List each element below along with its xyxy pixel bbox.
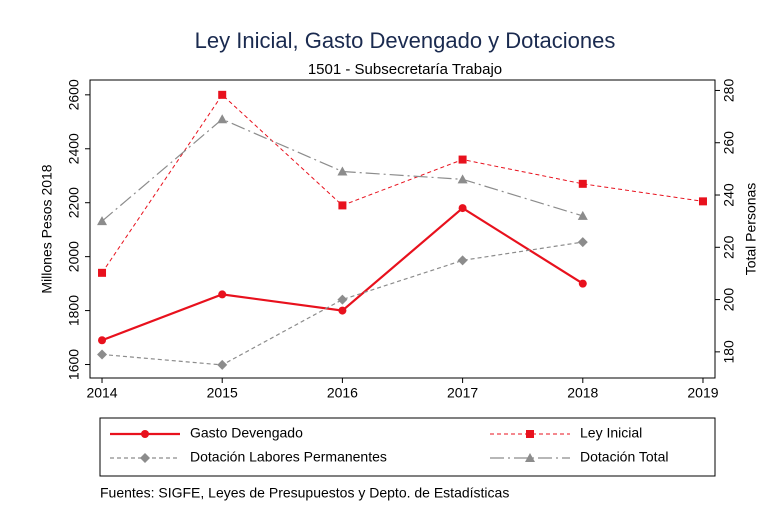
legend-marker bbox=[140, 453, 150, 463]
point bbox=[458, 204, 467, 213]
legend-marker bbox=[141, 430, 149, 438]
point bbox=[217, 114, 228, 124]
point bbox=[458, 155, 467, 164]
point bbox=[98, 268, 107, 277]
series-line bbox=[101, 94, 704, 274]
legend-box bbox=[99, 417, 716, 477]
legend-label: Dotación Total bbox=[580, 449, 668, 465]
y-tick-label: 2200 bbox=[66, 187, 82, 218]
x-tick-label: 2019 bbox=[687, 385, 718, 401]
point bbox=[337, 166, 348, 176]
point bbox=[577, 237, 588, 248]
y2-axis-label: Total Personas bbox=[743, 183, 759, 276]
chart-title: Ley Inicial, Gasto Devengado y Dotacione… bbox=[195, 28, 616, 53]
y2-tick-label: 240 bbox=[721, 183, 737, 207]
point bbox=[577, 210, 588, 220]
point bbox=[457, 174, 468, 184]
y2-tick-label: 200 bbox=[721, 288, 737, 312]
point bbox=[218, 290, 227, 299]
y-axis-label: Millones Pesos 2018 bbox=[39, 164, 55, 293]
point bbox=[98, 336, 107, 345]
legend-marker bbox=[526, 430, 534, 438]
point bbox=[698, 197, 707, 206]
legend-label: Dotación Labores Permanentes bbox=[190, 449, 387, 465]
point bbox=[578, 279, 587, 288]
y2-tick-label: 260 bbox=[721, 131, 737, 155]
y-tick-label: 2600 bbox=[66, 79, 82, 110]
point bbox=[218, 90, 227, 99]
point bbox=[338, 306, 347, 315]
x-tick-label: 2014 bbox=[86, 385, 117, 401]
point bbox=[337, 294, 348, 305]
chart-subtitle: 1501 - Subsecretaría Trabajo bbox=[308, 61, 502, 78]
legend-marker bbox=[525, 453, 535, 462]
point bbox=[217, 359, 228, 370]
point bbox=[338, 201, 347, 210]
y-tick-label: 1600 bbox=[66, 349, 82, 380]
y2-tick-label: 280 bbox=[721, 79, 737, 103]
plot-frame bbox=[89, 79, 716, 379]
point bbox=[97, 216, 108, 226]
x-tick-label: 2018 bbox=[567, 385, 598, 401]
y-tick-label: 2400 bbox=[66, 133, 82, 164]
y-tick-label: 2000 bbox=[66, 241, 82, 272]
series-line bbox=[101, 206, 584, 342]
x-tick-label: 2015 bbox=[207, 385, 238, 401]
legend-label: Gasto Devengado bbox=[190, 425, 303, 441]
y2-tick-label: 220 bbox=[721, 235, 737, 259]
y2-tick-label: 180 bbox=[721, 340, 737, 364]
x-tick-label: 2016 bbox=[327, 385, 358, 401]
x-tick-label: 2017 bbox=[447, 385, 478, 401]
legend-label: Ley Inicial bbox=[580, 425, 642, 441]
point bbox=[578, 179, 587, 188]
source-note: Fuentes: SIGFE, Leyes de Presupuestos y … bbox=[100, 485, 509, 501]
point bbox=[97, 349, 108, 360]
y-tick-label: 1800 bbox=[66, 295, 82, 326]
series-line bbox=[101, 241, 583, 366]
point bbox=[457, 255, 468, 266]
